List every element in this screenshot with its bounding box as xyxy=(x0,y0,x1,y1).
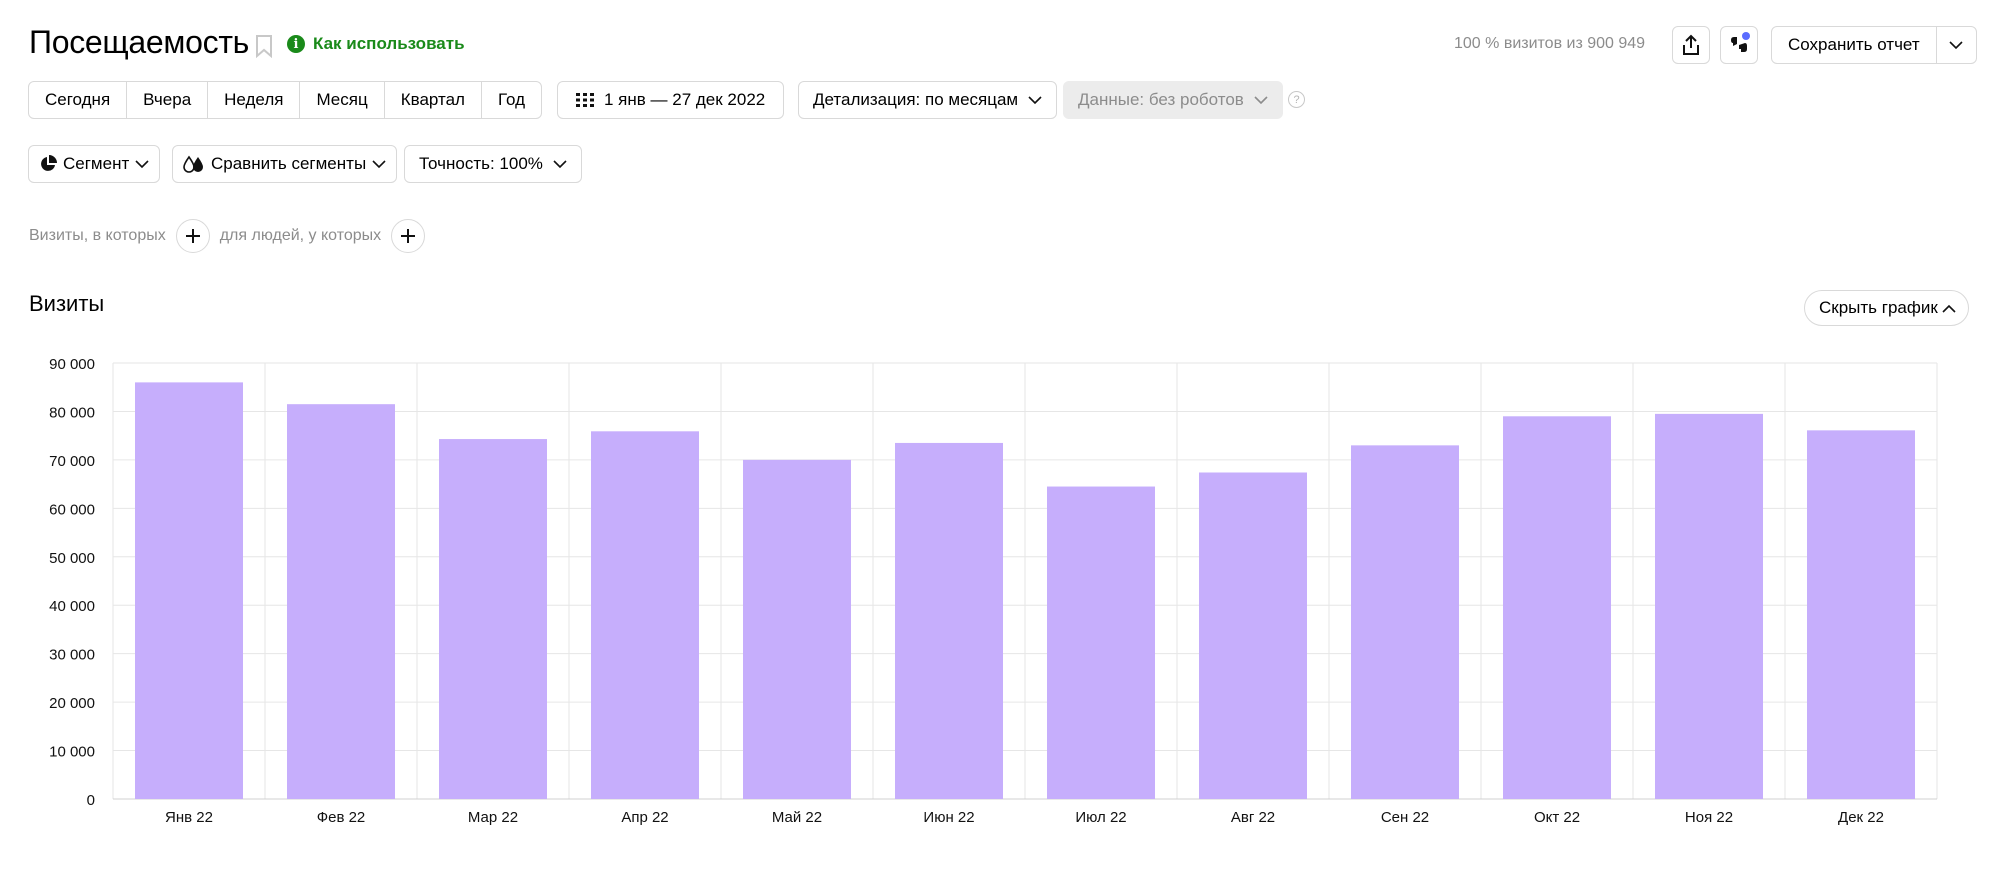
bar[interactable] xyxy=(1351,445,1459,799)
visits-bar-chart: 0 10 000 20 000 30 000 40 000 50 000 60 000 70 … xyxy=(49,356,1938,826)
save-options-button[interactable] xyxy=(1935,27,1976,63)
period-month-button[interactable]: Месяц xyxy=(300,82,385,118)
section-title: Визиты xyxy=(29,291,105,316)
people-condition-label: для людей, у которых xyxy=(219,227,382,244)
x-tick-label: Ноя 22 xyxy=(1685,809,1733,826)
y-tick-label: 60 000 xyxy=(49,501,95,518)
chart-x-ticks: Янв 22 Фев 22 Мар 22 Апр 22 Май 22 Июн 22 Июл … xyxy=(165,809,1884,826)
y-tick-label: 0 xyxy=(87,792,95,809)
compare-segments-dropdown[interactable]: Сравнить сегменты xyxy=(172,145,398,183)
x-tick-label: Окт 22 xyxy=(1534,809,1580,826)
compare-segments-label: Сравнить сегменты xyxy=(211,154,367,173)
chevron-down-icon xyxy=(1949,40,1963,49)
x-tick-label: Фев 22 xyxy=(317,809,366,826)
hide-chart-label: Скрыть график xyxy=(1819,298,1938,317)
bar[interactable] xyxy=(1807,430,1915,799)
x-tick-label: Май 22 xyxy=(772,809,822,826)
chart-bars xyxy=(135,382,1915,799)
bar[interactable] xyxy=(287,404,395,799)
bar[interactable] xyxy=(1503,416,1611,799)
y-tick-label: 90 000 xyxy=(49,356,95,373)
y-tick-label: 10 000 xyxy=(49,744,95,761)
period-selector: Сегодня Вчера Неделя Месяц Квартал Год xyxy=(28,81,543,119)
how-to-use-label: Как использовать xyxy=(313,34,465,53)
save-report-button[interactable]: Сохранить отчет xyxy=(1788,35,1920,54)
calendar-grid-icon xyxy=(576,93,594,107)
date-range-button[interactable]: 1 янв — 27 дек 2022 xyxy=(557,81,785,119)
add-visit-condition-button[interactable] xyxy=(175,219,210,253)
x-tick-label: Апр 22 xyxy=(621,809,668,826)
y-tick-label: 40 000 xyxy=(49,598,95,615)
y-tick-label: 80 000 xyxy=(49,404,95,421)
share-button[interactable] xyxy=(1672,26,1710,64)
y-tick-label: 30 000 xyxy=(49,647,95,664)
save-report-group: Сохранить отчет xyxy=(1771,26,1977,64)
x-tick-label: Дек 22 xyxy=(1838,809,1884,826)
y-tick-label: 20 000 xyxy=(49,695,95,712)
visits-summary: 100 % визитов из 900 949 xyxy=(1454,35,1646,52)
compare-drops-icon xyxy=(183,155,203,173)
period-week-button[interactable]: Неделя xyxy=(208,82,301,118)
bar[interactable] xyxy=(743,459,851,799)
question-icon[interactable]: ? xyxy=(1288,91,1305,108)
bar[interactable] xyxy=(439,439,547,799)
visits-condition-label: Визиты, в которых xyxy=(29,227,166,244)
date-range-label: 1 янв — 27 дек 2022 xyxy=(604,90,766,109)
chart-y-ticks: 0 10 000 20 000 30 000 40 000 50 000 60 000 70 … xyxy=(49,356,95,809)
period-quarter-button[interactable]: Квартал xyxy=(385,82,482,118)
accuracy-dropdown[interactable]: Точность: 100% xyxy=(404,145,582,183)
chevron-down-icon xyxy=(1254,95,1268,104)
y-tick-label: 70 000 xyxy=(49,453,95,470)
bookmark-icon[interactable] xyxy=(255,34,273,58)
x-tick-label: Авг 22 xyxy=(1231,809,1275,826)
chevron-up-icon xyxy=(1942,304,1956,313)
info-icon: i xyxy=(287,35,305,53)
segment-label: Сегмент xyxy=(63,154,130,173)
hide-chart-button[interactable]: Скрыть график xyxy=(1804,290,1969,326)
accuracy-label: Точность: 100% xyxy=(419,154,543,173)
bar[interactable] xyxy=(135,382,243,799)
detail-label: Детализация: по месяцам xyxy=(813,90,1019,109)
chevron-down-icon xyxy=(372,159,386,168)
bar[interactable] xyxy=(1655,413,1763,799)
chart-grid xyxy=(112,362,1938,800)
data-filter-label: Данные: без роботов xyxy=(1078,90,1244,109)
detail-dropdown[interactable]: Детализация: по месяцам xyxy=(798,81,1058,119)
pie-segment-icon xyxy=(41,155,57,171)
bar[interactable] xyxy=(591,431,699,799)
x-tick-label: Сен 22 xyxy=(1381,809,1429,826)
x-tick-label: Июл 22 xyxy=(1075,809,1126,826)
page-title: Посещаемость xyxy=(29,24,250,60)
share-icon xyxy=(1683,34,1699,55)
bar[interactable] xyxy=(1199,472,1307,799)
data-filter-dropdown[interactable]: Данные: без роботов xyxy=(1063,81,1283,119)
period-yesterday-button[interactable]: Вчера xyxy=(127,82,209,118)
period-year-button[interactable]: Год xyxy=(497,90,526,109)
plus-icon xyxy=(401,229,416,243)
ai-assistant-button[interactable] xyxy=(1720,26,1758,64)
chevron-down-icon xyxy=(135,159,149,168)
segment-dropdown[interactable]: Сегмент xyxy=(28,145,161,183)
add-people-condition-button[interactable] xyxy=(391,219,426,253)
filter-builder: Визиты, в которых для людей, у которых xyxy=(29,219,435,253)
chevron-down-icon xyxy=(1028,95,1042,104)
how-to-use-link[interactable]: i Как использовать xyxy=(287,34,465,54)
x-tick-label: Мар 22 xyxy=(468,809,518,826)
x-tick-label: Июн 22 xyxy=(923,809,974,826)
notification-dot xyxy=(1742,32,1750,40)
ai-assistant-icon xyxy=(1731,37,1747,52)
x-tick-label: Янв 22 xyxy=(165,809,213,826)
bar[interactable] xyxy=(1047,486,1155,799)
y-tick-label: 50 000 xyxy=(49,550,95,567)
plus-icon xyxy=(185,229,200,243)
chevron-down-icon xyxy=(553,159,567,168)
bar[interactable] xyxy=(895,442,1003,799)
period-today-button[interactable]: Сегодня xyxy=(29,82,128,118)
